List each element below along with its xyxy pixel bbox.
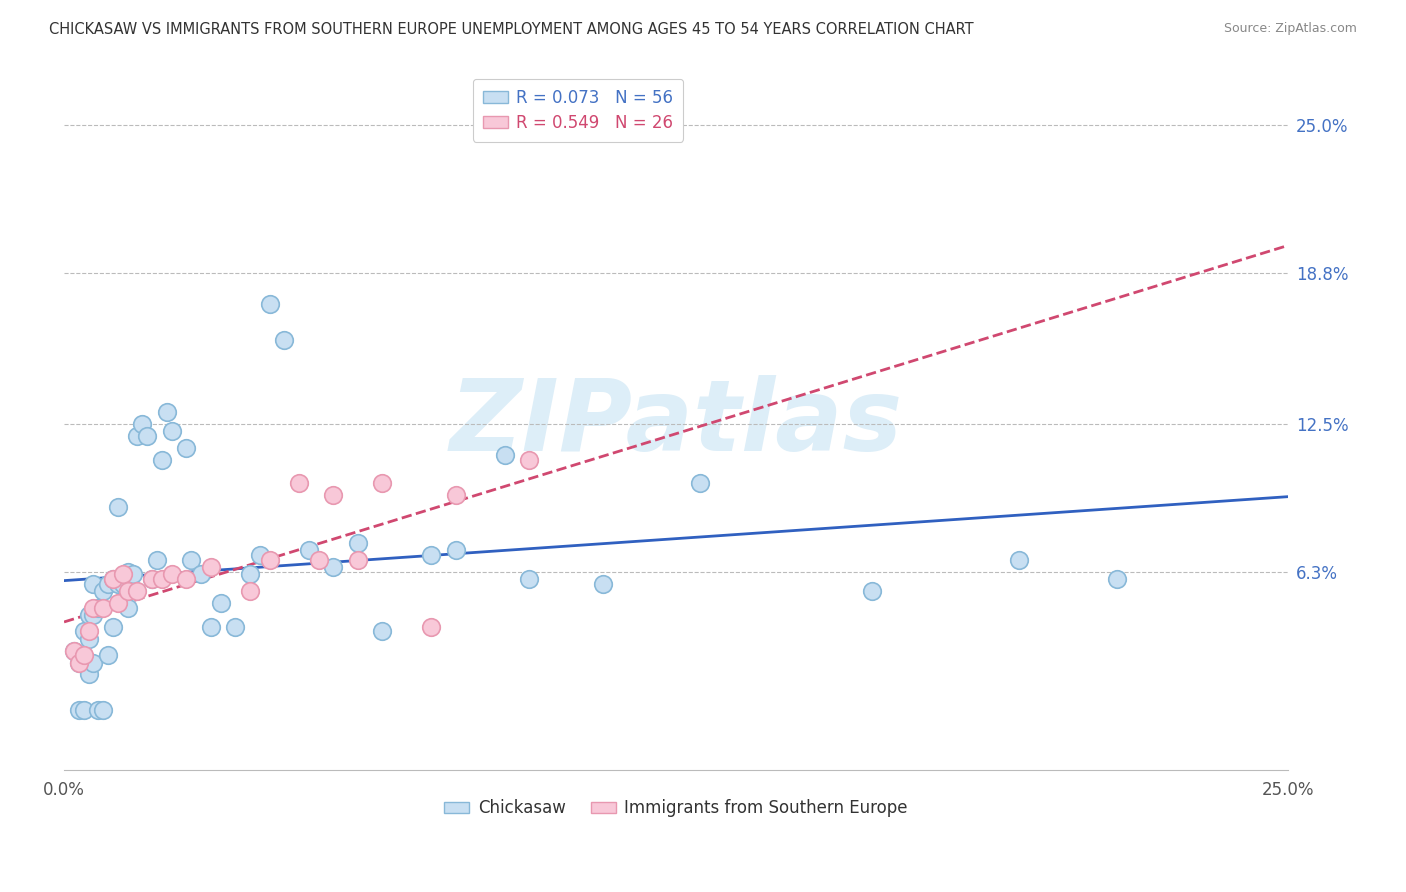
Point <box>67 656 90 670</box>
Point <box>224 620 246 634</box>
Point <box>180 553 202 567</box>
Point <box>97 648 120 663</box>
Point <box>322 488 344 502</box>
Point <box>371 476 394 491</box>
Point <box>494 448 516 462</box>
Point <box>117 583 139 598</box>
Point <box>1007 553 1029 567</box>
Point <box>146 553 169 567</box>
Point <box>87 703 110 717</box>
Point <box>346 553 368 567</box>
Point <box>111 576 134 591</box>
Point <box>141 572 163 586</box>
Point <box>77 632 100 646</box>
Point <box>150 572 173 586</box>
Point <box>72 648 94 663</box>
Point <box>141 572 163 586</box>
Point <box>91 703 114 717</box>
Point <box>77 607 100 622</box>
Point <box>101 572 124 586</box>
Point <box>107 500 129 515</box>
Point <box>190 567 212 582</box>
Point <box>259 297 281 311</box>
Point <box>1105 572 1128 586</box>
Point <box>273 333 295 347</box>
Point <box>689 476 711 491</box>
Point <box>127 583 149 598</box>
Point <box>156 405 179 419</box>
Point <box>371 624 394 639</box>
Point <box>77 624 100 639</box>
Point <box>97 576 120 591</box>
Point <box>160 567 183 582</box>
Point <box>420 620 443 634</box>
Point <box>209 596 232 610</box>
Point <box>107 576 129 591</box>
Point <box>91 583 114 598</box>
Point <box>249 548 271 562</box>
Point <box>288 476 311 491</box>
Point <box>592 576 614 591</box>
Point <box>308 553 330 567</box>
Point <box>82 656 104 670</box>
Point <box>63 643 86 657</box>
Point <box>101 620 124 634</box>
Point <box>72 703 94 717</box>
Point <box>111 567 134 582</box>
Point <box>176 441 198 455</box>
Point <box>259 553 281 567</box>
Point <box>298 543 321 558</box>
Text: Source: ZipAtlas.com: Source: ZipAtlas.com <box>1223 22 1357 36</box>
Legend: Chickasaw, Immigrants from Southern Europe: Chickasaw, Immigrants from Southern Euro… <box>437 793 914 824</box>
Point <box>77 667 100 681</box>
Point <box>67 703 90 717</box>
Point <box>127 428 149 442</box>
Point <box>63 643 86 657</box>
Point <box>200 620 222 634</box>
Point <box>82 600 104 615</box>
Point <box>200 560 222 574</box>
Text: ZIPatlas: ZIPatlas <box>450 376 903 472</box>
Text: CHICKASAW VS IMMIGRANTS FROM SOUTHERN EUROPE UNEMPLOYMENT AMONG AGES 45 TO 54 YE: CHICKASAW VS IMMIGRANTS FROM SOUTHERN EU… <box>49 22 974 37</box>
Point <box>117 565 139 579</box>
Point <box>176 572 198 586</box>
Point <box>117 600 139 615</box>
Point <box>860 583 883 598</box>
Point <box>82 576 104 591</box>
Point <box>346 536 368 550</box>
Point <box>444 543 467 558</box>
Point <box>517 572 540 586</box>
Point <box>87 600 110 615</box>
Point <box>517 452 540 467</box>
Point <box>82 607 104 622</box>
Point <box>420 548 443 562</box>
Point <box>67 656 90 670</box>
Point <box>131 417 153 431</box>
Point <box>107 596 129 610</box>
Point <box>150 452 173 467</box>
Point <box>239 567 262 582</box>
Point <box>101 572 124 586</box>
Point <box>72 624 94 639</box>
Point <box>121 567 143 582</box>
Point <box>136 428 159 442</box>
Point <box>322 560 344 574</box>
Point <box>160 424 183 438</box>
Point <box>91 600 114 615</box>
Point <box>239 583 262 598</box>
Point <box>444 488 467 502</box>
